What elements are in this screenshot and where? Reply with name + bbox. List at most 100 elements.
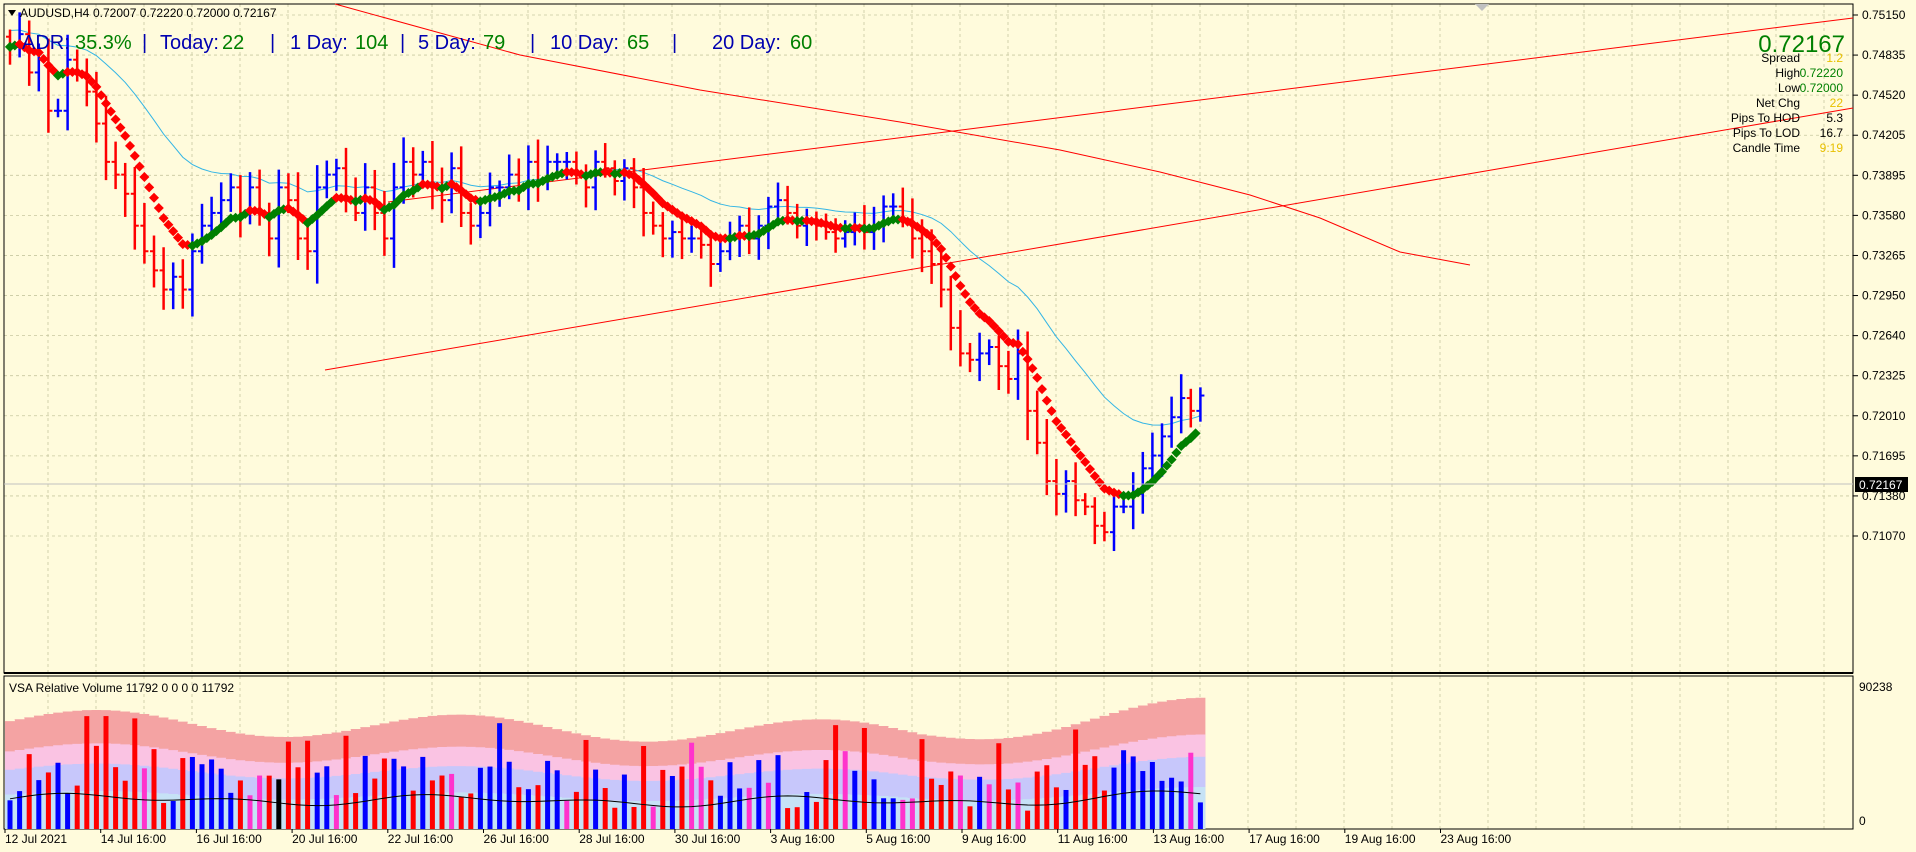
price-bar[interactable] [1148, 432, 1157, 481]
price-bar[interactable] [178, 259, 187, 309]
price-bar[interactable] [313, 165, 322, 284]
price-bar[interactable] [1062, 470, 1070, 513]
trend-channel[interactable] [324, 3, 1854, 371]
volume-bar [909, 798, 915, 829]
price-bar[interactable] [1090, 497, 1099, 545]
price-bar[interactable] [207, 196, 216, 235]
time-tick-label: 22 Jul 16:00 [388, 832, 454, 846]
price-bar[interactable] [668, 220, 677, 258]
d5-value: 79 [483, 32, 505, 54]
price-bar[interactable] [697, 229, 706, 259]
ma-fast-point [1056, 423, 1067, 434]
price-bar[interactable] [63, 34, 72, 131]
time-tick-label: 28 Jul 16:00 [579, 832, 645, 846]
price-bar[interactable] [1004, 350, 1013, 394]
price-bar[interactable] [1033, 390, 1042, 455]
price-bar[interactable] [322, 160, 331, 199]
volume-bar [823, 760, 829, 829]
price-bar[interactable] [937, 251, 946, 308]
volume-bar [1101, 790, 1107, 829]
ma-fast-point [993, 326, 1004, 337]
price-bar[interactable] [687, 225, 696, 253]
price-bar[interactable] [630, 158, 638, 209]
volume-bar [785, 808, 791, 829]
price-bar[interactable] [169, 262, 178, 310]
volume-bar [122, 780, 128, 829]
ma-fast-point [1070, 444, 1081, 455]
time-tick-label: 19 Aug 16:00 [1345, 832, 1416, 846]
price-bar[interactable] [1042, 419, 1051, 496]
price-bar[interactable] [54, 98, 62, 118]
volume-bar [564, 800, 570, 829]
price-bar[interactable] [226, 173, 235, 212]
symbol-title: AUDUSD,H4 [20, 6, 90, 20]
price-bar[interactable] [1071, 462, 1080, 517]
menu-triangle-icon[interactable] [8, 10, 16, 16]
price-bar[interactable] [111, 141, 120, 190]
ma-fast-point [101, 98, 111, 109]
volume-bar [477, 767, 483, 829]
long-ma-line[interactable] [334, 3, 1471, 266]
volume-bar [794, 807, 800, 829]
price-bar[interactable] [140, 202, 149, 264]
price-bar[interactable] [1177, 374, 1186, 434]
price-bar[interactable] [956, 310, 965, 367]
adr-value: 35.3% [75, 32, 132, 54]
volume-bar [1188, 752, 1194, 829]
price-bar[interactable] [716, 240, 725, 272]
channel-upper-line[interactable] [387, 17, 1854, 203]
price-bar[interactable] [975, 332, 984, 382]
price-bar[interactable] [303, 219, 312, 270]
price-bar[interactable] [390, 162, 398, 268]
price-bar[interactable] [466, 203, 475, 245]
price-bar[interactable] [1167, 396, 1176, 448]
price-tick-label: 0.75150 [1862, 8, 1906, 22]
volume-bar [1169, 777, 1175, 829]
price-bar[interactable] [966, 342, 974, 373]
ma-fast-point [1161, 460, 1172, 471]
info-row-label: Pips To LOD [1733, 126, 1800, 140]
volume-bar [161, 802, 167, 829]
price-bar[interactable] [649, 201, 658, 235]
price-bar[interactable] [706, 235, 715, 287]
price-bar[interactable] [198, 203, 206, 264]
price-bar[interactable] [332, 158, 341, 191]
price-bar[interactable] [1100, 511, 1109, 542]
ma-fast-point [969, 302, 980, 313]
price-bar[interactable] [1052, 458, 1061, 516]
price-bar[interactable] [217, 182, 226, 229]
price-bar[interactable] [150, 235, 158, 288]
fast-moving-average[interactable] [5, 39, 1201, 501]
price-bar[interactable] [1186, 388, 1195, 428]
volume-bar [362, 755, 368, 829]
price-bar[interactable] [121, 162, 130, 217]
price-bar[interactable] [591, 150, 600, 211]
volume-bar [1092, 756, 1098, 829]
price-bar[interactable] [994, 335, 1003, 391]
price-bar[interactable] [774, 182, 782, 221]
top-scroll-marker[interactable] [1475, 4, 1489, 11]
price-bar[interactable] [1081, 493, 1090, 516]
volume-bar [1034, 771, 1040, 829]
price-bar[interactable] [985, 339, 994, 366]
ma-fast-point [149, 192, 159, 203]
price-bar[interactable] [476, 203, 485, 239]
price-bar[interactable] [658, 212, 667, 258]
price-bar[interactable] [1110, 489, 1118, 552]
channel-lower-line[interactable] [324, 107, 1854, 371]
ma-fast-point [1157, 466, 1167, 477]
price-bar[interactable] [678, 220, 686, 260]
price-bar[interactable] [102, 95, 110, 181]
volume-bar [36, 780, 42, 829]
volume-bar [314, 772, 320, 829]
price-bar[interactable] [130, 167, 139, 250]
ma-fast-point [129, 150, 140, 161]
price-bar[interactable] [274, 169, 283, 268]
volume-bar [986, 784, 992, 829]
price-bar[interactable] [1196, 387, 1205, 422]
price-bar[interactable] [946, 275, 955, 351]
volume-bar [641, 745, 647, 829]
price-bar[interactable] [159, 247, 168, 310]
